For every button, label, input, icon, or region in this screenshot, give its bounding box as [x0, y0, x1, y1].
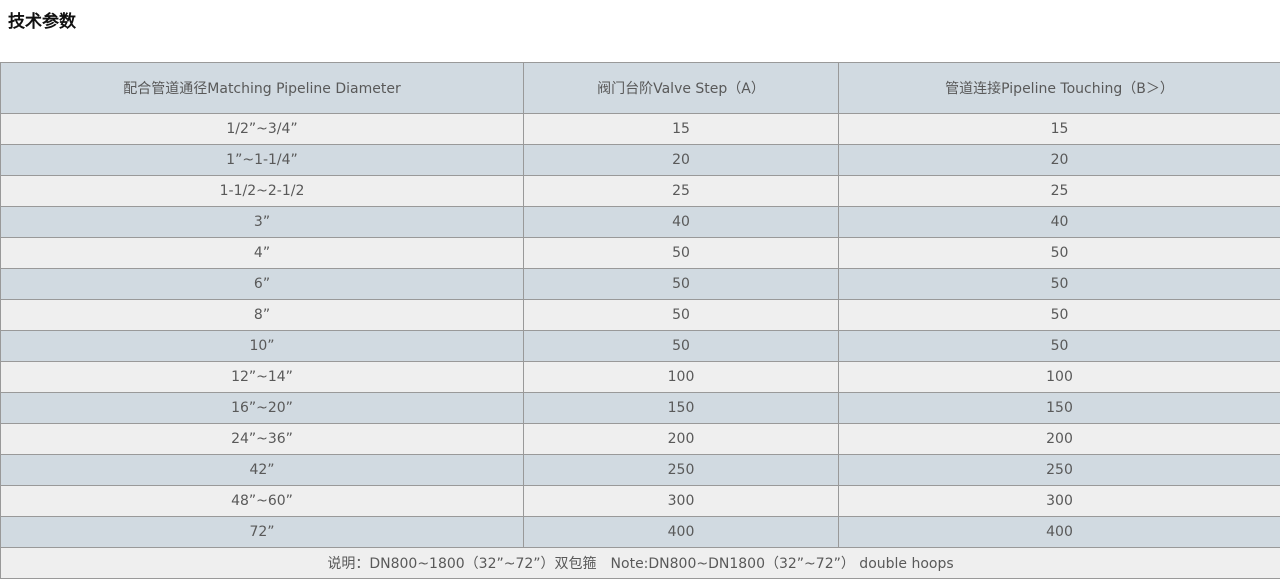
valve-step-cell: 40 — [523, 206, 839, 238]
table-row: 1/2”~3/4” 15 15 — [0, 113, 1280, 145]
pipeline-touching-cell: 250 — [838, 454, 1280, 486]
table-row: 1-1/2~2-1/2 25 25 — [0, 175, 1280, 207]
pipeline-touching-cell: 15 — [838, 113, 1280, 145]
page-title: 技术参数 — [8, 12, 76, 32]
diameter-cell: 8” — [0, 299, 524, 331]
pipeline-touching-cell: 20 — [838, 144, 1280, 176]
diameter-cell: 24”~36” — [0, 423, 524, 455]
pipeline-touching-cell: 50 — [838, 299, 1280, 331]
pipeline-touching-cell: 400 — [838, 516, 1280, 548]
diameter-cell: 12”~14” — [0, 361, 524, 393]
valve-step-cell: 200 — [523, 423, 839, 455]
table-body: 1/2”~3/4” 15 15 1”~1-1/4” 20 20 1-1/2~2-1/2 25 2… — [0, 113, 1280, 548]
table-row: 24”~36” 200 200 — [0, 423, 1280, 455]
pipeline-touching-cell: 50 — [838, 237, 1280, 269]
table-row: 1”~1-1/4” 20 20 — [0, 144, 1280, 176]
header-matching-pipeline-diameter: 配合管道通径Matching Pipeline Diameter — [0, 62, 524, 114]
valve-step-cell: 50 — [523, 330, 839, 362]
pipeline-touching-cell: 25 — [838, 175, 1280, 207]
pipeline-touching-cell: 100 — [838, 361, 1280, 393]
table-row: 16”~20” 150 150 — [0, 392, 1280, 424]
diameter-cell: 1-1/2~2-1/2 — [0, 175, 524, 207]
valve-step-cell: 300 — [523, 485, 839, 517]
pipeline-touching-cell: 300 — [838, 485, 1280, 517]
pipeline-touching-cell: 200 — [838, 423, 1280, 455]
header-row: 配合管道通径Matching Pipeline Diameter 阀门台阶Val… — [0, 62, 1280, 114]
table-row: 6” 50 50 — [0, 268, 1280, 300]
valve-step-cell: 15 — [523, 113, 839, 145]
table-row: 72” 400 400 — [0, 516, 1280, 548]
diameter-cell: 42” — [0, 454, 524, 486]
diameter-cell: 1/2”~3/4” — [0, 113, 524, 145]
diameter-cell: 1”~1-1/4” — [0, 144, 524, 176]
diameter-cell: 6” — [0, 268, 524, 300]
diameter-cell: 3” — [0, 206, 524, 238]
table-row: 8” 50 50 — [0, 299, 1280, 331]
table-row: 10” 50 50 — [0, 330, 1280, 362]
valve-step-cell: 100 — [523, 361, 839, 393]
valve-step-cell: 50 — [523, 237, 839, 269]
table-header: 配合管道通径Matching Pipeline Diameter 阀门台阶Val… — [0, 62, 1280, 114]
header-valve-step: 阀门台阶Valve Step（A） — [523, 62, 839, 114]
valve-step-cell: 25 — [523, 175, 839, 207]
table-row: 3” 40 40 — [0, 206, 1280, 238]
pipeline-touching-cell: 150 — [838, 392, 1280, 424]
diameter-cell: 72” — [0, 516, 524, 548]
table-row: 12”~14” 100 100 — [0, 361, 1280, 393]
valve-step-cell: 150 — [523, 392, 839, 424]
valve-step-cell: 50 — [523, 268, 839, 300]
table-row: 42” 250 250 — [0, 454, 1280, 486]
table-row: 48”~60” 300 300 — [0, 485, 1280, 517]
diameter-cell: 16”~20” — [0, 392, 524, 424]
table-footer: 说明：DN800~1800（32”~72”）双包箍 Note:DN800~DN1… — [0, 547, 1280, 579]
diameter-cell: 48”~60” — [0, 485, 524, 517]
note-cell: 说明：DN800~1800（32”~72”）双包箍 Note:DN800~DN1… — [0, 547, 1280, 579]
diameter-cell: 4” — [0, 237, 524, 269]
valve-step-cell: 50 — [523, 299, 839, 331]
pipeline-touching-cell: 50 — [838, 330, 1280, 362]
valve-step-cell: 250 — [523, 454, 839, 486]
diameter-cell: 10” — [0, 330, 524, 362]
note-row: 说明：DN800~1800（32”~72”）双包箍 Note:DN800~DN1… — [0, 547, 1280, 579]
header-pipeline-touching: 管道连接Pipeline Touching（B＞） — [838, 62, 1280, 114]
valve-step-cell: 20 — [523, 144, 839, 176]
table-row: 4” 50 50 — [0, 237, 1280, 269]
pipeline-touching-cell: 50 — [838, 268, 1280, 300]
technical-parameters-table: 配合管道通径Matching Pipeline Diameter 阀门台阶Val… — [0, 62, 1280, 579]
valve-step-cell: 400 — [523, 516, 839, 548]
pipeline-touching-cell: 40 — [838, 206, 1280, 238]
